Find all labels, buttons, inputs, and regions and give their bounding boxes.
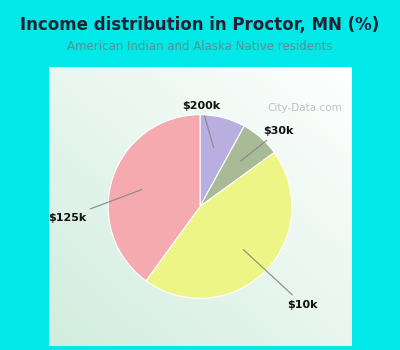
Text: City-Data.com: City-Data.com	[267, 103, 342, 113]
Text: $125k: $125k	[48, 189, 142, 223]
Text: Income distribution in Proctor, MN (%): Income distribution in Proctor, MN (%)	[20, 16, 380, 34]
Wedge shape	[146, 153, 292, 298]
Text: $10k: $10k	[243, 250, 318, 309]
Text: American Indian and Alaska Native residents: American Indian and Alaska Native reside…	[67, 40, 333, 53]
Wedge shape	[108, 115, 200, 281]
Wedge shape	[200, 126, 274, 206]
Text: $200k: $200k	[182, 101, 220, 147]
Wedge shape	[200, 115, 244, 206]
Text: $30k: $30k	[241, 126, 294, 161]
